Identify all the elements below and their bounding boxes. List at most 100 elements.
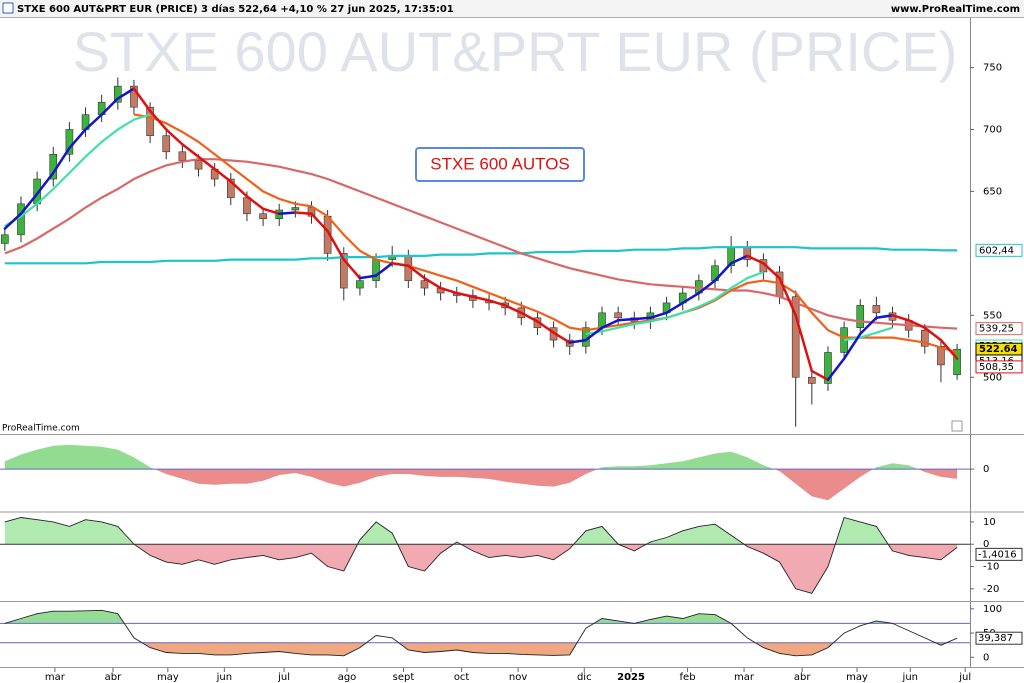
price-label-box <box>975 322 1023 336</box>
candle-body <box>146 106 154 136</box>
ma-segment <box>826 357 846 381</box>
candle-body <box>259 213 267 219</box>
ma-segment <box>762 262 781 280</box>
watermark: STXE 600 AUT&PRT EUR (PRICE) <box>73 20 958 83</box>
ma-segment <box>713 262 733 282</box>
ma-segment <box>794 314 814 373</box>
x-tick-label: jul <box>277 672 290 683</box>
y-tick-label: 0 <box>983 652 989 663</box>
x-tick-label: jun <box>216 672 232 683</box>
price-label: 508,35 <box>979 362 1014 373</box>
ma-segment <box>697 279 717 295</box>
candle-body <box>114 85 122 103</box>
y-tick-label: -20 <box>983 584 999 595</box>
value-label: 39,387 <box>978 633 1013 644</box>
ma-segment <box>19 192 39 215</box>
ma-segment <box>245 195 265 211</box>
candle-body <box>420 280 429 289</box>
ma-segment <box>277 211 297 215</box>
candle-body <box>356 280 364 289</box>
y-tick-label: -10 <box>983 562 999 573</box>
candle-body <box>614 312 622 319</box>
price-label: 539,25 <box>979 324 1014 335</box>
x-tick-label: mar <box>45 672 66 683</box>
x-tick-label: dic <box>577 672 592 683</box>
x-tick-label: abr <box>105 672 122 683</box>
x-tick-label: 2025 <box>617 672 645 683</box>
ma-segment <box>342 258 362 280</box>
candle-body <box>291 207 300 211</box>
candle-body <box>243 197 251 215</box>
candle-body <box>372 259 380 281</box>
moving-average <box>843 326 893 342</box>
price-label: 522.64 <box>979 344 1018 355</box>
area-negative <box>4 544 958 594</box>
ma-segment <box>35 171 55 196</box>
ma-segment <box>52 146 71 175</box>
moving-average <box>133 113 958 354</box>
y-tick-label: 500 <box>983 372 1002 383</box>
candle-body <box>130 85 138 108</box>
ma-segment <box>858 316 878 336</box>
ma-segment <box>261 207 281 215</box>
ma-segment <box>633 316 652 321</box>
header-title: STXE 600 AUT&PRT EUR (PRICE) 3 días 522,… <box>17 3 454 15</box>
x-tick-label: sept <box>393 672 415 683</box>
ma-segment <box>3 212 23 230</box>
x-tick-label: may <box>157 672 179 683</box>
ma-segment <box>746 254 765 265</box>
candle-body <box>1 234 9 244</box>
plot-layer: mar abr may jun jul ago sept oct nov dic 2025 feb ma… <box>0 18 1024 683</box>
ma-segment <box>116 87 136 100</box>
ma-segment <box>907 319 927 329</box>
ma-segment <box>374 262 394 277</box>
ma-segment <box>181 143 200 158</box>
info-icon[interactable] <box>951 420 963 432</box>
candle-body <box>856 305 865 329</box>
ma-segment <box>100 97 120 116</box>
candle-body <box>921 329 929 347</box>
price-label-box <box>975 243 1023 257</box>
legend-box-text: STXE 600 AUTOS <box>430 154 570 173</box>
ma-segment <box>729 254 749 265</box>
candle-body <box>791 296 800 378</box>
y-tick-label: 0 <box>983 464 989 475</box>
candle-body <box>872 305 881 314</box>
ma-segment <box>875 314 894 320</box>
ma-segment <box>407 264 426 280</box>
credit: ProRealTime.com <box>2 424 80 434</box>
candle-body <box>339 253 348 289</box>
x-tick-label: oct <box>454 672 470 683</box>
ma-segment <box>423 276 442 290</box>
ma-segment <box>552 331 571 344</box>
x-tick-label: jun <box>902 672 918 683</box>
oversold-area <box>4 642 958 656</box>
ma-segment <box>326 229 346 261</box>
value-label-box <box>975 547 1023 561</box>
y-tick-label: 650 <box>983 186 1002 197</box>
candle-body <box>953 348 961 376</box>
oscillator-line <box>4 516 958 594</box>
legend-box-frame <box>415 147 585 182</box>
x-tick-label: feb <box>680 672 696 683</box>
ma-segment <box>358 274 378 280</box>
ma-segment <box>665 301 684 315</box>
x-tick-label: may <box>846 672 868 683</box>
ma-segment <box>294 211 313 215</box>
x-tick-label: ago <box>338 672 357 683</box>
area-negative <box>4 469 958 501</box>
ma-segment <box>197 155 216 171</box>
x-tick-label: nov <box>509 672 527 683</box>
ma-segment <box>810 369 830 381</box>
ma-segment <box>536 320 555 334</box>
ma-segment <box>84 113 103 131</box>
ma-segment <box>455 291 475 298</box>
oscillator-line <box>4 609 958 657</box>
ma-segment <box>584 326 604 342</box>
ma-segment <box>148 109 168 131</box>
ma-segment <box>68 128 87 150</box>
overbought-area <box>4 610 893 624</box>
header-bar <box>0 0 1024 17</box>
